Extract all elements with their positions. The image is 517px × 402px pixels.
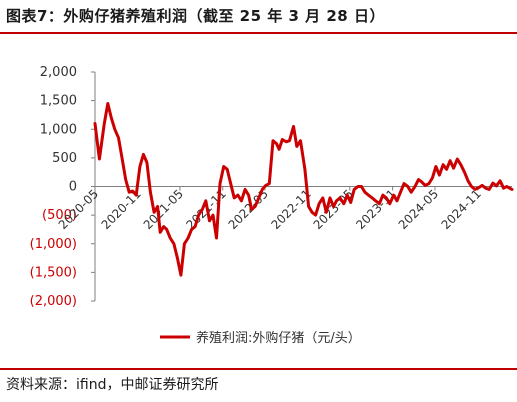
profit-series-line — [93, 102, 514, 277]
legend: 养殖利润:外购仔猪（元/头） — [160, 330, 361, 346]
y-tick-label: 1,500 — [40, 94, 77, 109]
y-tick-label: (2,000) — [30, 294, 77, 309]
line-chart: 2,000 1,500 1,000 500 0 (500) (1,000) (1,500) (2… — [30, 65, 514, 346]
legend-label: 养殖利润:外购仔猪（元/头） — [196, 330, 361, 346]
y-tick-label: 0 — [69, 180, 77, 195]
y-axis: 2,000 1,500 1,000 500 0 (500) (1,000) (1,500) (2… — [30, 65, 96, 309]
y-tick-label: 2,000 — [40, 65, 77, 80]
source-note: 资料来源：ifind，中邮证券研究所 — [6, 377, 219, 393]
y-tick-label: (1,000) — [30, 237, 77, 252]
title-divider — [0, 32, 517, 34]
x-tick-label: 2024-11 — [439, 187, 484, 232]
y-tick-label: (500) — [42, 208, 77, 223]
x-axis: 2020-052020-112021-052021-112022-052022-… — [56, 186, 512, 232]
source-divider — [0, 368, 517, 370]
y-tick-label: (1,500) — [30, 265, 77, 280]
chart-title: 图表7：外购仔猪养殖利润（截至 25 年 3 月 28 日） — [6, 7, 385, 25]
x-tick-label: 2023-11 — [353, 187, 398, 232]
x-tick-label: 2024-05 — [396, 187, 441, 232]
y-tick-label: 500 — [52, 151, 77, 166]
y-tick-label: 1,000 — [40, 122, 77, 137]
series-layer — [93, 102, 514, 277]
